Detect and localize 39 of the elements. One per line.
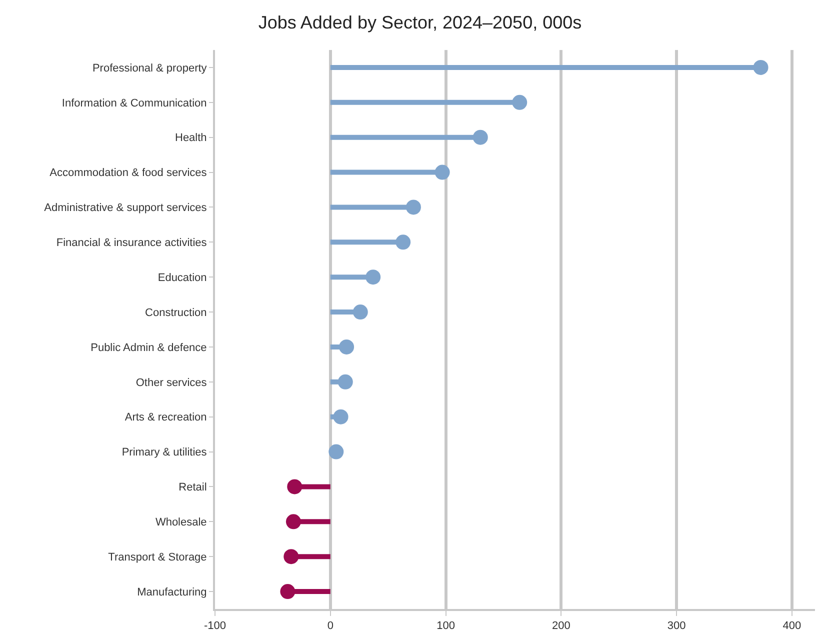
y-tick-label: Education: [158, 272, 207, 284]
x-tick-label: 300: [667, 620, 686, 632]
point: [280, 584, 296, 600]
y-tick-label: Other services: [136, 376, 208, 389]
point: [434, 164, 450, 180]
point: [328, 444, 344, 460]
point: [406, 200, 421, 215]
x-tick-label: -100: [204, 620, 226, 632]
point: [333, 409, 348, 424]
y-tick-label: Information & Communication: [62, 97, 207, 110]
point: [512, 94, 528, 110]
y-tick-label: Retail: [178, 482, 207, 494]
y-tick-label: Financial & insurance activities: [56, 237, 208, 250]
y-tick-label: Administrative & support services: [44, 202, 208, 214]
chart-title: Jobs Added by Sector, 2024–2050, 000s: [258, 12, 582, 33]
y-tick-label: Wholesale: [155, 516, 207, 529]
point: [753, 60, 768, 75]
y-tick-label: Accommodation & food services: [50, 167, 208, 180]
point: [396, 234, 411, 250]
y-tick-label: Transport & Storage: [108, 551, 207, 564]
point: [286, 514, 301, 530]
x-tick-label: 100: [436, 620, 455, 632]
y-tick-label: Primary & utilities: [122, 446, 208, 459]
y-tick-label: Health: [175, 132, 207, 144]
point: [339, 339, 354, 354]
y-tick-label: Public Admin & defence: [90, 342, 207, 354]
x-tick-label: 200: [552, 620, 570, 632]
point: [366, 270, 381, 285]
point: [472, 130, 488, 145]
x-tick-label: 0: [327, 620, 334, 632]
y-tick-label: Construction: [145, 306, 207, 319]
point: [338, 374, 353, 390]
y-tick-label: Arts & recreation: [124, 412, 207, 424]
point: [352, 304, 368, 320]
point: [284, 549, 299, 564]
y-tick-label: Professional & property: [92, 62, 208, 74]
point: [287, 479, 302, 494]
y-tick-label: Manufacturing: [137, 586, 207, 598]
x-tick-label: 400: [782, 620, 802, 632]
